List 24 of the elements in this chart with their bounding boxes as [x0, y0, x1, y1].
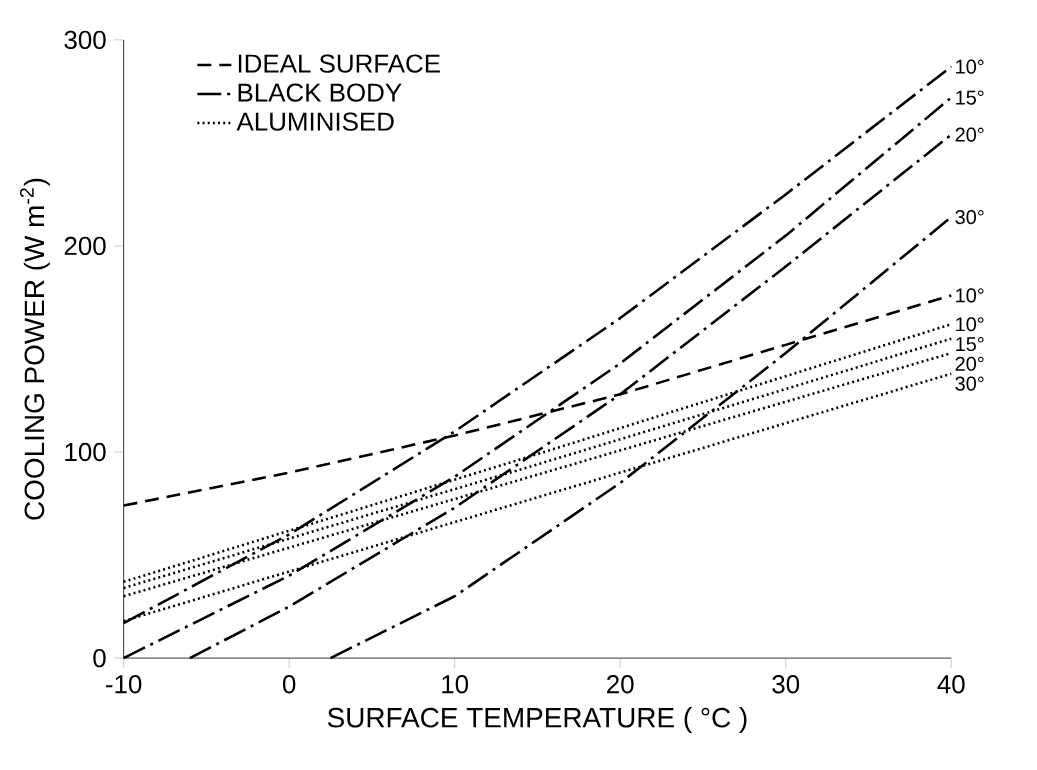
y-tick-label: 0	[93, 649, 106, 668]
x-tick-label: 10	[442, 675, 469, 694]
x-tick-label: 0	[282, 675, 296, 694]
text: 30°	[955, 210, 984, 225]
text: 20°	[955, 356, 984, 371]
x-tick-label: -10	[106, 675, 142, 694]
y-tick-label: 100	[65, 442, 106, 462]
y-tick-label: 200	[64, 236, 106, 256]
legend-label: IDEAL SURFACE	[238, 54, 440, 73]
x-tick-label: 20	[607, 675, 634, 694]
text: 30°	[955, 376, 984, 391]
text: 15°	[956, 90, 984, 105]
text: 15°	[956, 337, 984, 352]
y-axis-title: COOLING POWER (W m$^{-2}$)	[19, 178, 50, 520]
x-tick-label: 30	[772, 675, 800, 694]
legend-label: ALUMINISED	[236, 112, 394, 131]
y-tick-label: 300	[64, 30, 106, 50]
x-tick-label: 40	[937, 675, 965, 694]
legend-label: BLACK BODY	[238, 83, 402, 102]
x-axis-title: SURFACE TEMPERATURE ( °C )	[327, 707, 747, 734]
text: 10°	[956, 288, 984, 303]
text: 20°	[955, 127, 984, 142]
text: 10°	[956, 59, 984, 74]
text: 10°	[956, 317, 984, 332]
